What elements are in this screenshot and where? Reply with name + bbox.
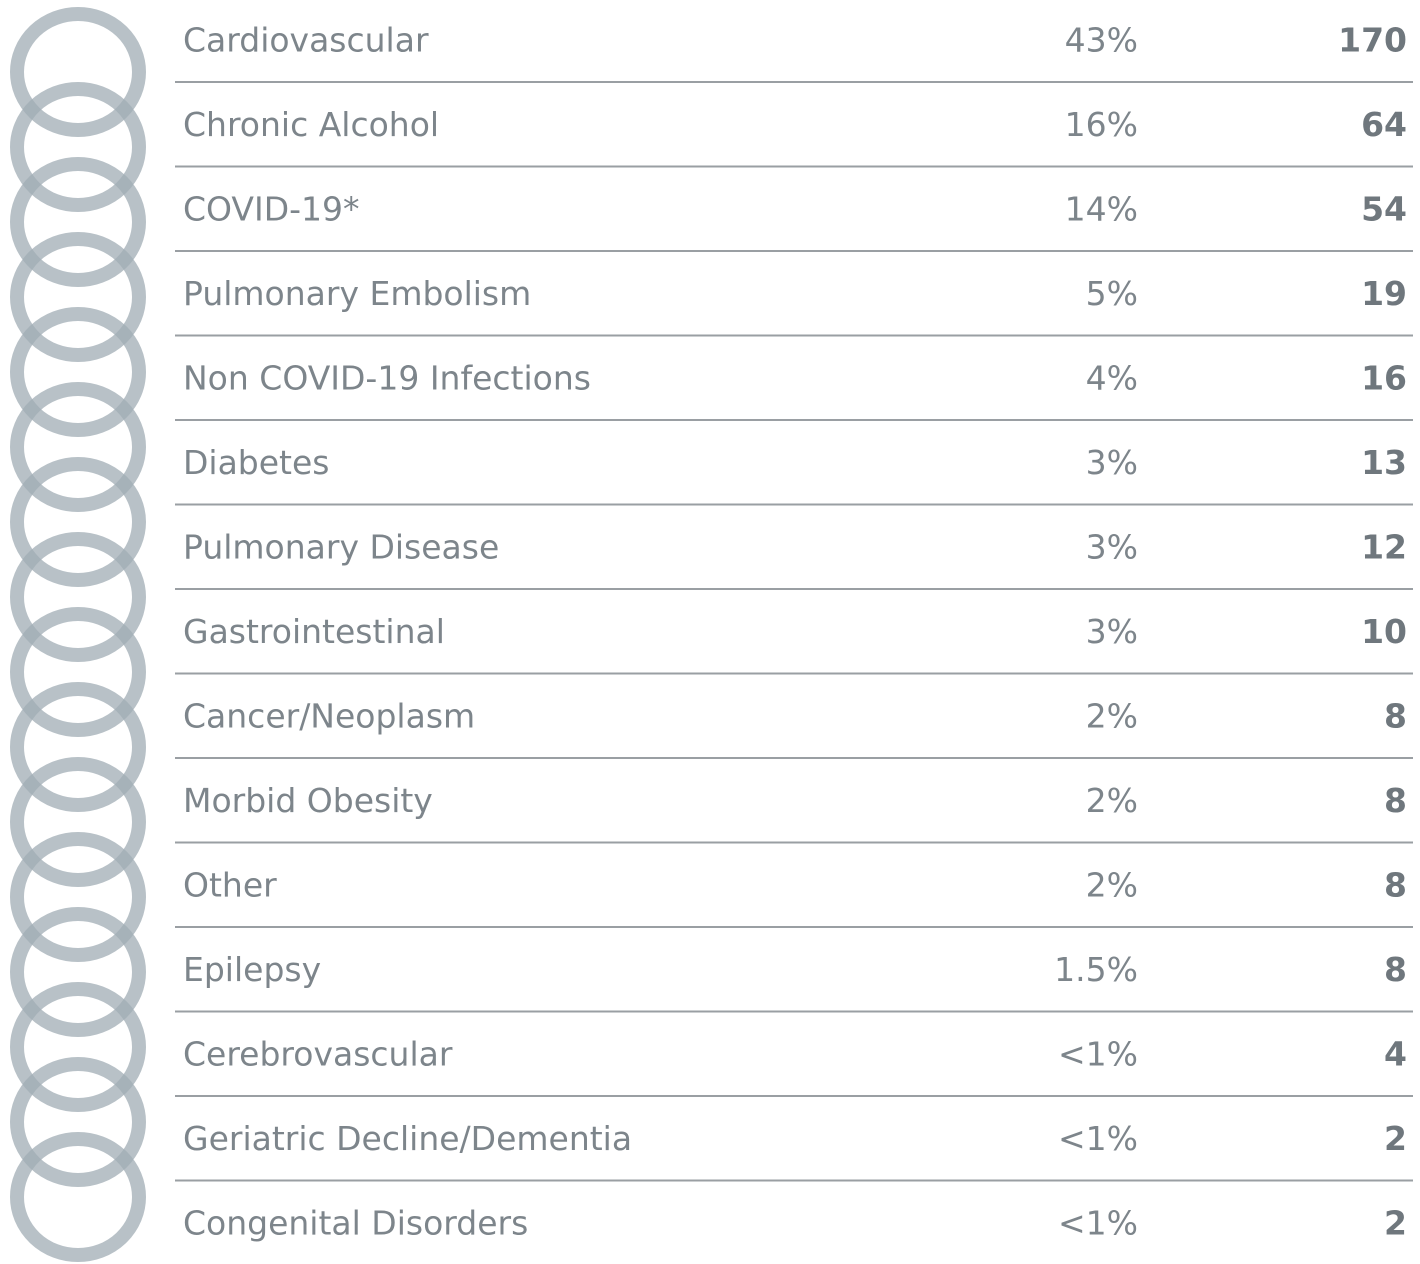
row-percent: 2% [1086, 697, 1138, 736]
row-percent: 3% [1086, 443, 1138, 482]
row-count: 8 [1384, 697, 1407, 736]
row-label: Morbid Obesity [183, 781, 433, 820]
row-percent: 2% [1086, 781, 1138, 820]
row-percent: <1% [1058, 1119, 1138, 1158]
row-label: Chronic Alcohol [183, 105, 439, 144]
row-count: 19 [1361, 274, 1407, 313]
row-label: COVID-19* [183, 190, 360, 229]
row-percent: 14% [1065, 190, 1138, 229]
row-label: Geriatric Decline/Dementia [183, 1119, 632, 1158]
row-count: 13 [1361, 443, 1407, 482]
row-count: 54 [1361, 190, 1407, 229]
row-percent: 1.5% [1054, 950, 1138, 989]
row-percent: <1% [1058, 1204, 1138, 1243]
row-percent: <1% [1058, 1035, 1138, 1074]
table-graphic: Cardiovascular43%170Chronic Alcohol16%64… [0, 0, 1420, 1264]
row-percent: 5% [1086, 274, 1138, 313]
row-label: Non COVID-19 Infections [183, 359, 591, 398]
row-label: Diabetes [183, 443, 330, 482]
row-count: 16 [1361, 359, 1407, 398]
row-count: 2 [1384, 1204, 1407, 1243]
row-label: Pulmonary Disease [183, 528, 499, 567]
row-count: 12 [1361, 528, 1407, 567]
row-count: 8 [1384, 781, 1407, 820]
row-percent: 4% [1086, 359, 1138, 398]
row-percent: 3% [1086, 612, 1138, 651]
row-label: Gastrointestinal [183, 612, 445, 651]
row-count: 10 [1361, 612, 1407, 651]
row-percent: 3% [1086, 528, 1138, 567]
ring-chain [17, 14, 139, 1255]
row-count: 8 [1384, 866, 1407, 905]
row-count: 8 [1384, 950, 1407, 989]
row-count: 64 [1361, 105, 1407, 144]
row-count: 2 [1384, 1119, 1407, 1158]
row-label: Other [183, 866, 277, 905]
row-count: 4 [1384, 1035, 1407, 1074]
row-percent: 16% [1065, 105, 1138, 144]
row-percent: 43% [1065, 21, 1138, 60]
row-label: Congenital Disorders [183, 1204, 528, 1243]
row-percent: 2% [1086, 866, 1138, 905]
page: Cardiovascular43%170Chronic Alcohol16%64… [0, 0, 1420, 1264]
row-count: 170 [1338, 21, 1407, 60]
row-label: Cancer/Neoplasm [183, 697, 475, 736]
row-label: Cardiovascular [183, 21, 429, 60]
row-label: Cerebrovascular [183, 1035, 453, 1074]
ring [17, 1139, 139, 1255]
row-label: Pulmonary Embolism [183, 274, 531, 313]
row-label: Epilepsy [183, 950, 321, 989]
